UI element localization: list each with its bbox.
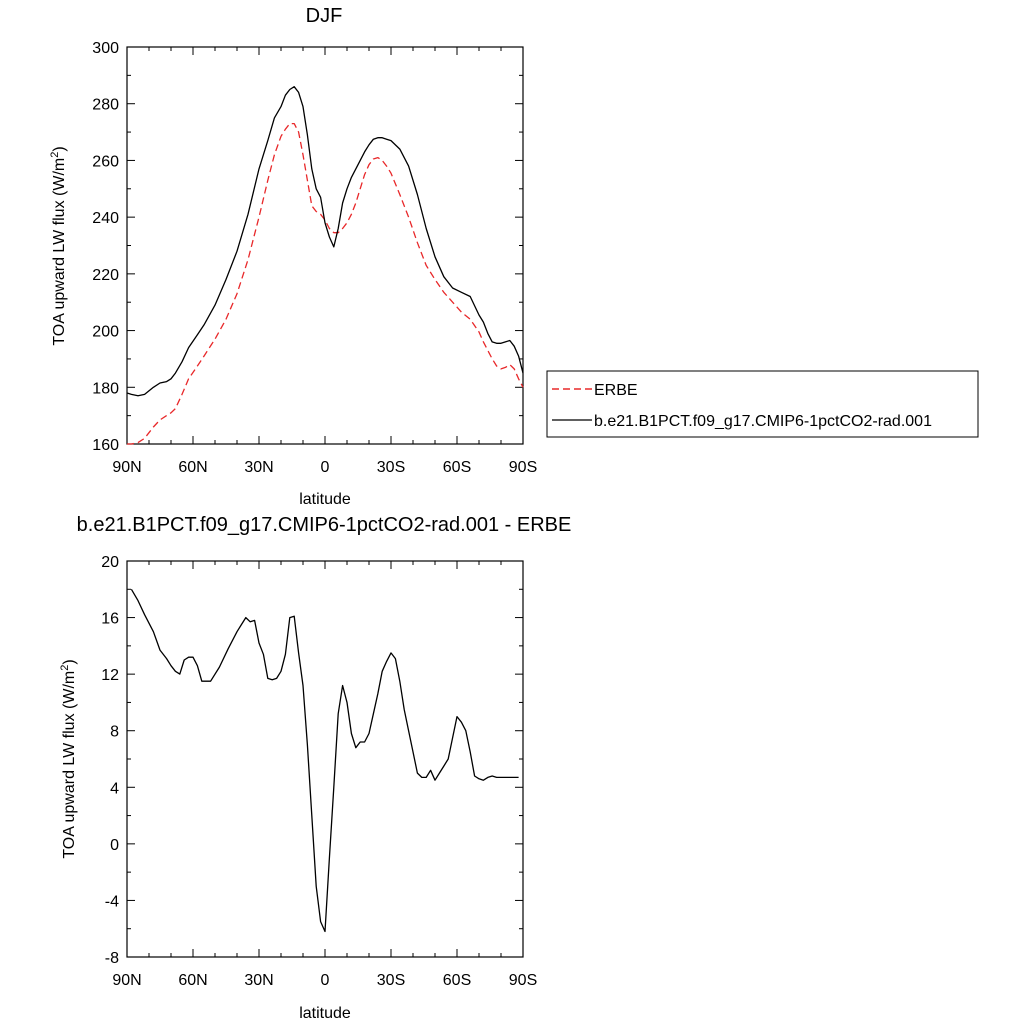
y-tick-label: 12 [101,667,119,684]
bottom-y-axis-label: TOA upward LW flux (W/m2) [59,659,78,858]
x-tick-label: 60N [178,972,207,989]
x-tick-label: 30S [377,972,405,989]
y-tick-label: 300 [92,40,119,57]
y-tick-label: 160 [92,437,119,454]
top-legend: ERBE b.e21.B1PCT.f09_g17.CMIP6-1pctCO2-r… [546,370,979,438]
x-tick-label: 90S [509,972,537,989]
x-tick-label: 60S [443,972,471,989]
series-line-1 [126,86,524,397]
legend-label-erbe: ERBE [594,382,638,399]
series-line-0 [130,588,519,933]
y-tick-label: 20 [101,554,119,571]
bottom-series [130,588,519,933]
legend-box [546,370,979,438]
top-chart-title: DJF [306,5,343,27]
x-tick-label: 60N [178,459,207,476]
x-tick-label: 90N [112,972,141,989]
y-tick-label: 240 [92,210,119,227]
top-x-axis-label: latitude [299,491,351,508]
top-x-ticks: 90N 60N 30N 0 30S 60S 90S [112,47,537,476]
y-tick-label: 200 [92,324,119,341]
bottom-y-ticks: -8 -4 0 4 8 12 16 20 [101,554,523,967]
y-tick-label: -8 [105,950,119,967]
y-tick-label: 180 [92,380,119,397]
x-tick-label: 30N [244,972,273,989]
bottom-chart-title: b.e21.B1PCT.f09_g17.CMIP6-1pctCO2-rad.00… [77,514,572,536]
y-tick-label: -4 [105,893,119,910]
top-y-axis-label: TOA upward LW flux (W/m2) [49,146,68,345]
top-y-ticks: 160 180 200 220 240 260 280 300 [92,40,523,454]
y-tick-label: 8 [110,724,119,741]
y-tick-label: 220 [92,267,119,284]
y-tick-label: 4 [110,780,119,797]
series-line-0 [127,122,524,445]
y-tick-label: 260 [92,153,119,170]
y-tick-label: 0 [110,837,119,854]
top-chart: DJF 90N 60N 30N 0 30S 60S 90S 160 180 200 220 240 2… [49,5,979,508]
x-tick-label: 30S [377,459,405,476]
legend-label-model: b.e21.B1PCT.f09_g17.CMIP6-1pctCO2-rad.00… [594,413,932,430]
bottom-x-axis-label: latitude [299,1005,351,1022]
y-tick-label: 280 [92,97,119,114]
top-series [126,86,524,445]
bottom-x-ticks: 90N 60N 30N 0 30S 60S 90S [112,561,537,989]
x-tick-label: 0 [321,459,330,476]
bottom-chart: b.e21.B1PCT.f09_g17.CMIP6-1pctCO2-rad.00… [59,514,571,1022]
x-tick-label: 30N [244,459,273,476]
y-tick-label: 16 [101,611,119,628]
bottom-plot-frame [126,560,524,958]
x-tick-label: 60S [443,459,471,476]
x-tick-label: 90S [509,459,537,476]
x-tick-label: 90N [112,459,141,476]
x-tick-label: 0 [321,972,330,989]
